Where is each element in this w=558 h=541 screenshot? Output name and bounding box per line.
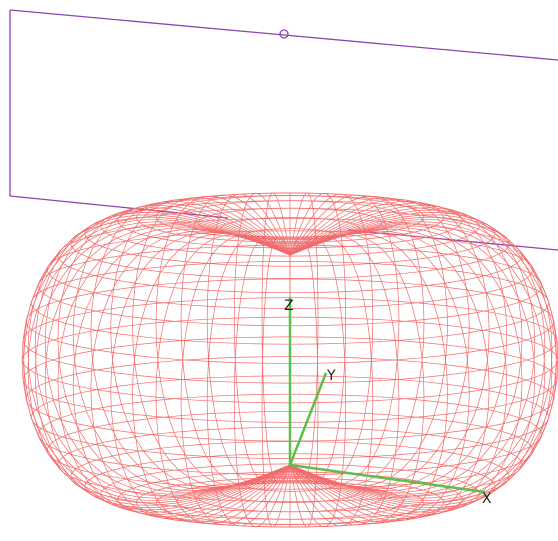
- parallel: [22, 297, 558, 384]
- y-axis: [288, 372, 328, 466]
- parallel: [46, 230, 534, 309]
- parallel: [22, 336, 558, 423]
- parallel: [176, 482, 404, 520]
- parallel: [100, 195, 480, 257]
- parallel: [266, 240, 314, 250]
- x-axis: [289, 463, 486, 494]
- parallel: [84, 453, 496, 520]
- radiation-pattern: [21, 192, 558, 528]
- parallel: [135, 192, 445, 243]
- parallel: [220, 217, 360, 241]
- parallel: [37, 393, 543, 476]
- parallel: [117, 192, 463, 249]
- parallel: [57, 218, 523, 294]
- parallel: [46, 411, 534, 490]
- parallel: [70, 207, 510, 279]
- parallel: [37, 244, 543, 327]
- axis-label: Z: [284, 298, 294, 314]
- axis-label: Y: [326, 368, 336, 384]
- wire: [9, 195, 229, 219]
- parallel: [155, 481, 425, 525]
- parallel: [84, 200, 496, 267]
- parallel: [30, 261, 550, 345]
- parallel: [243, 228, 337, 244]
- parallel: [21, 316, 558, 404]
- parallel: [25, 356, 555, 442]
- parallel: [25, 278, 555, 364]
- axes: [288, 298, 486, 494]
- parallel: [135, 477, 445, 528]
- wire: [9, 9, 558, 61]
- wire-geometry: [9, 9, 558, 251]
- wire: [347, 229, 558, 251]
- parallel: [197, 207, 383, 238]
- parallel: [243, 476, 337, 492]
- parallel: [57, 426, 523, 502]
- parallel: [30, 375, 550, 459]
- axis-label: X: [482, 491, 492, 507]
- parallel: [155, 195, 425, 239]
- feed-point: [279, 29, 289, 39]
